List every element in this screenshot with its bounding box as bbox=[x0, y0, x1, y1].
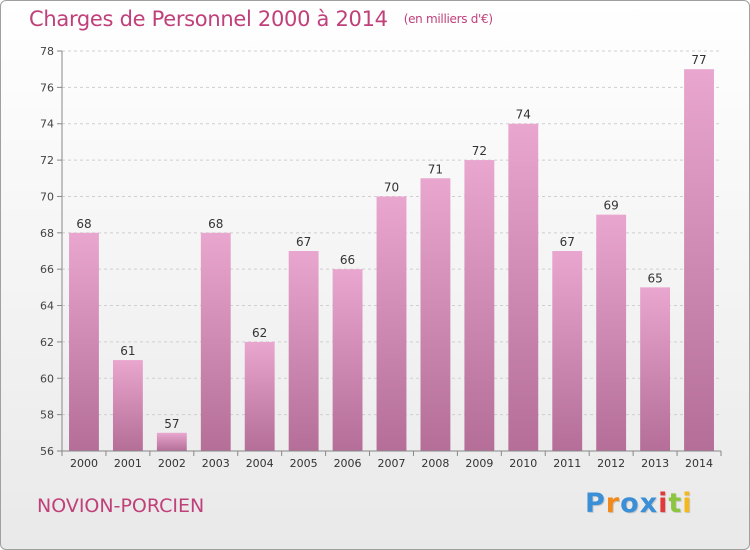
bar-2013 bbox=[640, 287, 671, 451]
chart-title-text: Charges de Personnel 2000 à 2014 bbox=[29, 7, 388, 31]
x-tick-label: 2000 bbox=[70, 457, 98, 470]
bar-value-label: 71 bbox=[428, 162, 443, 176]
logo-letter: P bbox=[585, 488, 606, 519]
bar-value-label: 65 bbox=[647, 271, 662, 285]
bar-2008 bbox=[420, 178, 451, 452]
y-tick-label: 64 bbox=[40, 300, 54, 313]
commune-name: NOVION-PORCIEN bbox=[37, 495, 205, 517]
bar-value-label: 68 bbox=[76, 217, 91, 231]
y-tick-label: 78 bbox=[40, 45, 54, 58]
bar-value-label: 77 bbox=[691, 53, 706, 67]
bar-2003 bbox=[200, 232, 231, 451]
bar-2000 bbox=[69, 232, 99, 451]
x-tick-label: 2007 bbox=[378, 457, 406, 470]
x-tick-label: 2002 bbox=[158, 457, 186, 470]
x-tick-label: 2010 bbox=[509, 457, 537, 470]
bar-value-label: 69 bbox=[604, 199, 619, 213]
logo-letter: o bbox=[620, 488, 640, 519]
y-tick-label: 58 bbox=[40, 409, 54, 422]
bar-2014 bbox=[684, 69, 714, 451]
x-tick-label: 2012 bbox=[597, 457, 625, 470]
bar-2009 bbox=[464, 160, 495, 451]
x-tick-label: 2001 bbox=[114, 457, 142, 470]
x-tick-label: 2004 bbox=[246, 457, 274, 470]
proxiti-logo: Proxiti bbox=[585, 488, 693, 519]
y-tick-label: 62 bbox=[40, 336, 54, 349]
bar-value-label: 70 bbox=[384, 180, 399, 194]
bar-value-label: 61 bbox=[120, 344, 135, 358]
x-tick-label: 2008 bbox=[421, 457, 449, 470]
y-axis: 56 58 60 62 64 66 68 70 72 74 76 78 bbox=[40, 45, 63, 458]
x-tick-label: 2009 bbox=[465, 457, 493, 470]
bar-2011 bbox=[552, 251, 583, 451]
bar-value-label: 62 bbox=[252, 326, 267, 340]
logo-letter: x bbox=[639, 488, 659, 519]
bar-2001 bbox=[112, 360, 143, 451]
bar-2006 bbox=[332, 269, 363, 451]
bar-value-label: 66 bbox=[340, 253, 355, 267]
bar-value-label: 67 bbox=[296, 235, 311, 249]
bar-2010 bbox=[508, 123, 539, 452]
x-tick-label: 2003 bbox=[202, 457, 230, 470]
chart-subtitle: (en milliers d'€) bbox=[403, 12, 493, 26]
bar-2007 bbox=[376, 196, 407, 451]
x-tick-label: 2005 bbox=[290, 457, 318, 470]
bar-2002 bbox=[156, 432, 187, 451]
bar-2012 bbox=[596, 214, 627, 451]
logo-letter: i bbox=[682, 488, 693, 519]
x-tick-label: 2014 bbox=[685, 457, 713, 470]
x-axis: 2000 2001 2002 2003 2004 2005 2006 2007 2008 2009… bbox=[61, 450, 722, 470]
bar-value-label: 72 bbox=[472, 144, 487, 158]
x-tick-label: 2011 bbox=[553, 457, 581, 470]
bar-value-label: 57 bbox=[164, 417, 179, 431]
logo-letter: i bbox=[658, 488, 669, 519]
y-tick-label: 60 bbox=[40, 372, 54, 385]
x-tick-label: 2006 bbox=[334, 457, 362, 470]
y-tick-label: 72 bbox=[40, 154, 54, 167]
bars: 68 61 57 68 62 67 66 70 71 72 74 67 69 65 77 bbox=[69, 53, 714, 452]
y-tick-label: 56 bbox=[40, 445, 54, 458]
x-tick-label: 2013 bbox=[641, 457, 669, 470]
chart-title: Charges de Personnel 2000 à 2014 (en mill… bbox=[29, 7, 493, 31]
bar-2005 bbox=[288, 251, 319, 451]
bar-2004 bbox=[244, 341, 275, 451]
y-tick-label: 66 bbox=[40, 263, 54, 276]
bar-value-label: 67 bbox=[560, 235, 575, 249]
y-tick-label: 74 bbox=[40, 118, 54, 131]
bar-value-label: 74 bbox=[516, 108, 531, 122]
y-tick-label: 70 bbox=[40, 190, 54, 203]
bar-value-label: 68 bbox=[208, 217, 223, 231]
y-tick-label: 76 bbox=[40, 81, 54, 94]
logo-letter: r bbox=[605, 488, 621, 519]
logo-letter: t bbox=[668, 488, 683, 519]
y-tick-label: 68 bbox=[40, 227, 54, 240]
